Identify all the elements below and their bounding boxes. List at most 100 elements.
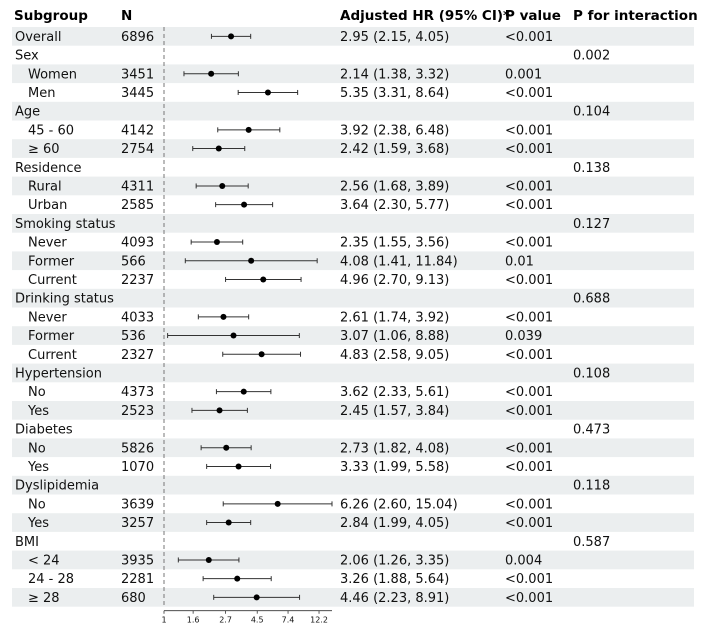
subgroup-label: Sex [15,49,39,64]
subgroup-label: Never [28,236,67,251]
subgroup-label: Diabetes [15,423,73,438]
hr-ci-value: 6.26 (2.60, 15.04) [340,497,458,512]
p-value: <0.001 [505,236,553,251]
n-value: 4311 [121,179,154,194]
hr-ci-value: 3.33 (1.99, 5.58) [340,460,449,475]
row-stripe [12,176,694,196]
table-row: ≥ 28 680 4.46 (2.23, 8.91) <0.001 [28,591,553,606]
row-stripe [12,139,694,158]
n-value: 5826 [121,441,154,456]
subgroup-label: Current [28,348,77,363]
table-row: No 4373 3.62 (2.33, 5.61) <0.001 [28,385,553,400]
n-value: 2327 [121,348,154,363]
subgroup-label: ≥ 60 [28,142,60,157]
hr-ci-value: 3.62 (2.33, 5.61) [340,385,449,400]
table-row: Never 4093 2.35 (1.55, 3.56) <0.001 [28,236,553,251]
row-stripe [12,64,694,84]
p-interaction-value: 0.127 [573,217,610,232]
subgroup-label: Drinking status [15,292,114,307]
subgroup-label: Urban [28,198,67,213]
n-value: 6896 [121,30,154,45]
p-value: <0.001 [505,516,553,531]
x-tick-label: 1.6 [187,616,200,625]
x-tick-label: 7.4 [282,616,295,625]
header-p-interaction: P for interaction [573,8,698,24]
subgroup-label: No [28,385,46,400]
table-row: Overall 6896 2.95 (2.15, 4.05) <0.001 [15,30,553,45]
forest-marks [167,33,333,601]
table-row: Yes 3257 2.84 (1.99, 4.05) <0.001 [27,516,553,531]
header-p-value: P value [505,8,561,24]
table-row: Former 536 3.07 (1.06, 8.88) 0.039 [28,329,542,344]
row-stripe [12,513,694,532]
hr-ci-value: 4.96 (2.70, 9.13) [340,273,449,288]
n-value: 2585 [121,198,154,213]
hr-point [274,500,281,507]
table-row: Current 2237 4.96 (2.70, 9.13) <0.001 [28,273,553,288]
n-value: 536 [121,329,146,344]
hr-ci-value: 2.84 (1.99, 4.05) [340,516,449,531]
row-stripe [12,326,694,345]
x-tick-label: 2.7 [219,616,232,625]
p-value: <0.001 [505,404,553,419]
subgroup-label: Overall [15,30,61,45]
p-value: <0.001 [505,30,553,45]
p-value: <0.001 [505,385,553,400]
hr-point [205,556,212,563]
subgroup-label: 24 - 28 [28,572,74,587]
hr-point [216,407,223,414]
n-value: 566 [121,254,146,269]
header-subgroup: Subgroup [14,8,88,24]
row-stripe [12,288,694,308]
x-axis: 1 1.6 2.7 4.5 7.4 12.2 [161,610,332,625]
row-stripe [12,214,694,233]
n-value: 680 [121,591,146,606]
hr-point [260,276,267,283]
table-row: No 3639 6.26 (2.60, 15.04) <0.001 [28,497,553,512]
hr-ci-value: 3.07 (1.06, 8.88) [340,329,449,344]
n-value: 4373 [121,385,154,400]
hr-point [264,89,271,96]
n-value: 3639 [121,497,154,512]
hr-point [241,201,248,208]
group-header-row: Sex 0.002 [15,49,610,64]
p-interaction-value: 0.688 [573,292,610,307]
subgroup-label: 45 - 60 [28,123,74,138]
table-row: Yes 2523 2.45 (1.57, 3.84) <0.001 [27,404,553,419]
subgroup-label: Rural [28,179,62,194]
n-value: 4033 [121,310,154,325]
hr-point [258,351,265,358]
n-value: 2523 [121,404,154,419]
group-header-row: Age 0.104 [15,105,610,120]
table-rows: Overall 6896 2.95 (2.15, 4.05) <0.001 Sex 0.0… [15,30,610,606]
hr-ci-value: 4.83 (2.58, 9.05) [340,348,449,363]
p-value: <0.001 [505,142,553,157]
subgroup-label: BMI [15,535,39,550]
subgroup-label: Residence [15,161,81,176]
column-headers: Subgroup N Adjusted HR (95% CI)* P value… [14,8,698,24]
n-value: 1070 [121,460,154,475]
hr-ci-value: 3.26 (1.88, 5.64) [340,572,449,587]
group-header-row: Drinking status 0.688 [15,292,610,307]
subgroup-label: Yes [27,404,49,419]
header-n: N [121,8,132,24]
p-interaction-value: 0.108 [573,366,610,381]
p-value: <0.001 [505,572,553,587]
hr-point [219,182,226,189]
hr-ci-value: 2.95 (2.15, 4.05) [340,30,449,45]
hr-ci-value: 2.73 (1.82, 4.08) [340,441,449,456]
row-stripe [12,588,694,607]
table-row: Urban 2585 3.64 (2.30, 5.77) <0.001 [28,198,553,213]
subgroup-label: Men [28,86,55,101]
p-value: 0.01 [505,254,534,269]
p-value: <0.001 [505,273,553,288]
n-value: 2281 [121,572,154,587]
subgroup-label: Former [28,329,75,344]
p-value: <0.001 [505,198,553,213]
hr-ci-value: 4.46 (2.23, 8.91) [340,591,449,606]
p-interaction-value: 0.104 [573,105,610,120]
subgroup-label: Yes [27,460,49,475]
p-value: 0.004 [505,553,542,568]
x-tick-label: 1 [161,616,166,625]
table-row: < 24 3935 2.06 (1.26, 3.35) 0.004 [28,553,542,568]
